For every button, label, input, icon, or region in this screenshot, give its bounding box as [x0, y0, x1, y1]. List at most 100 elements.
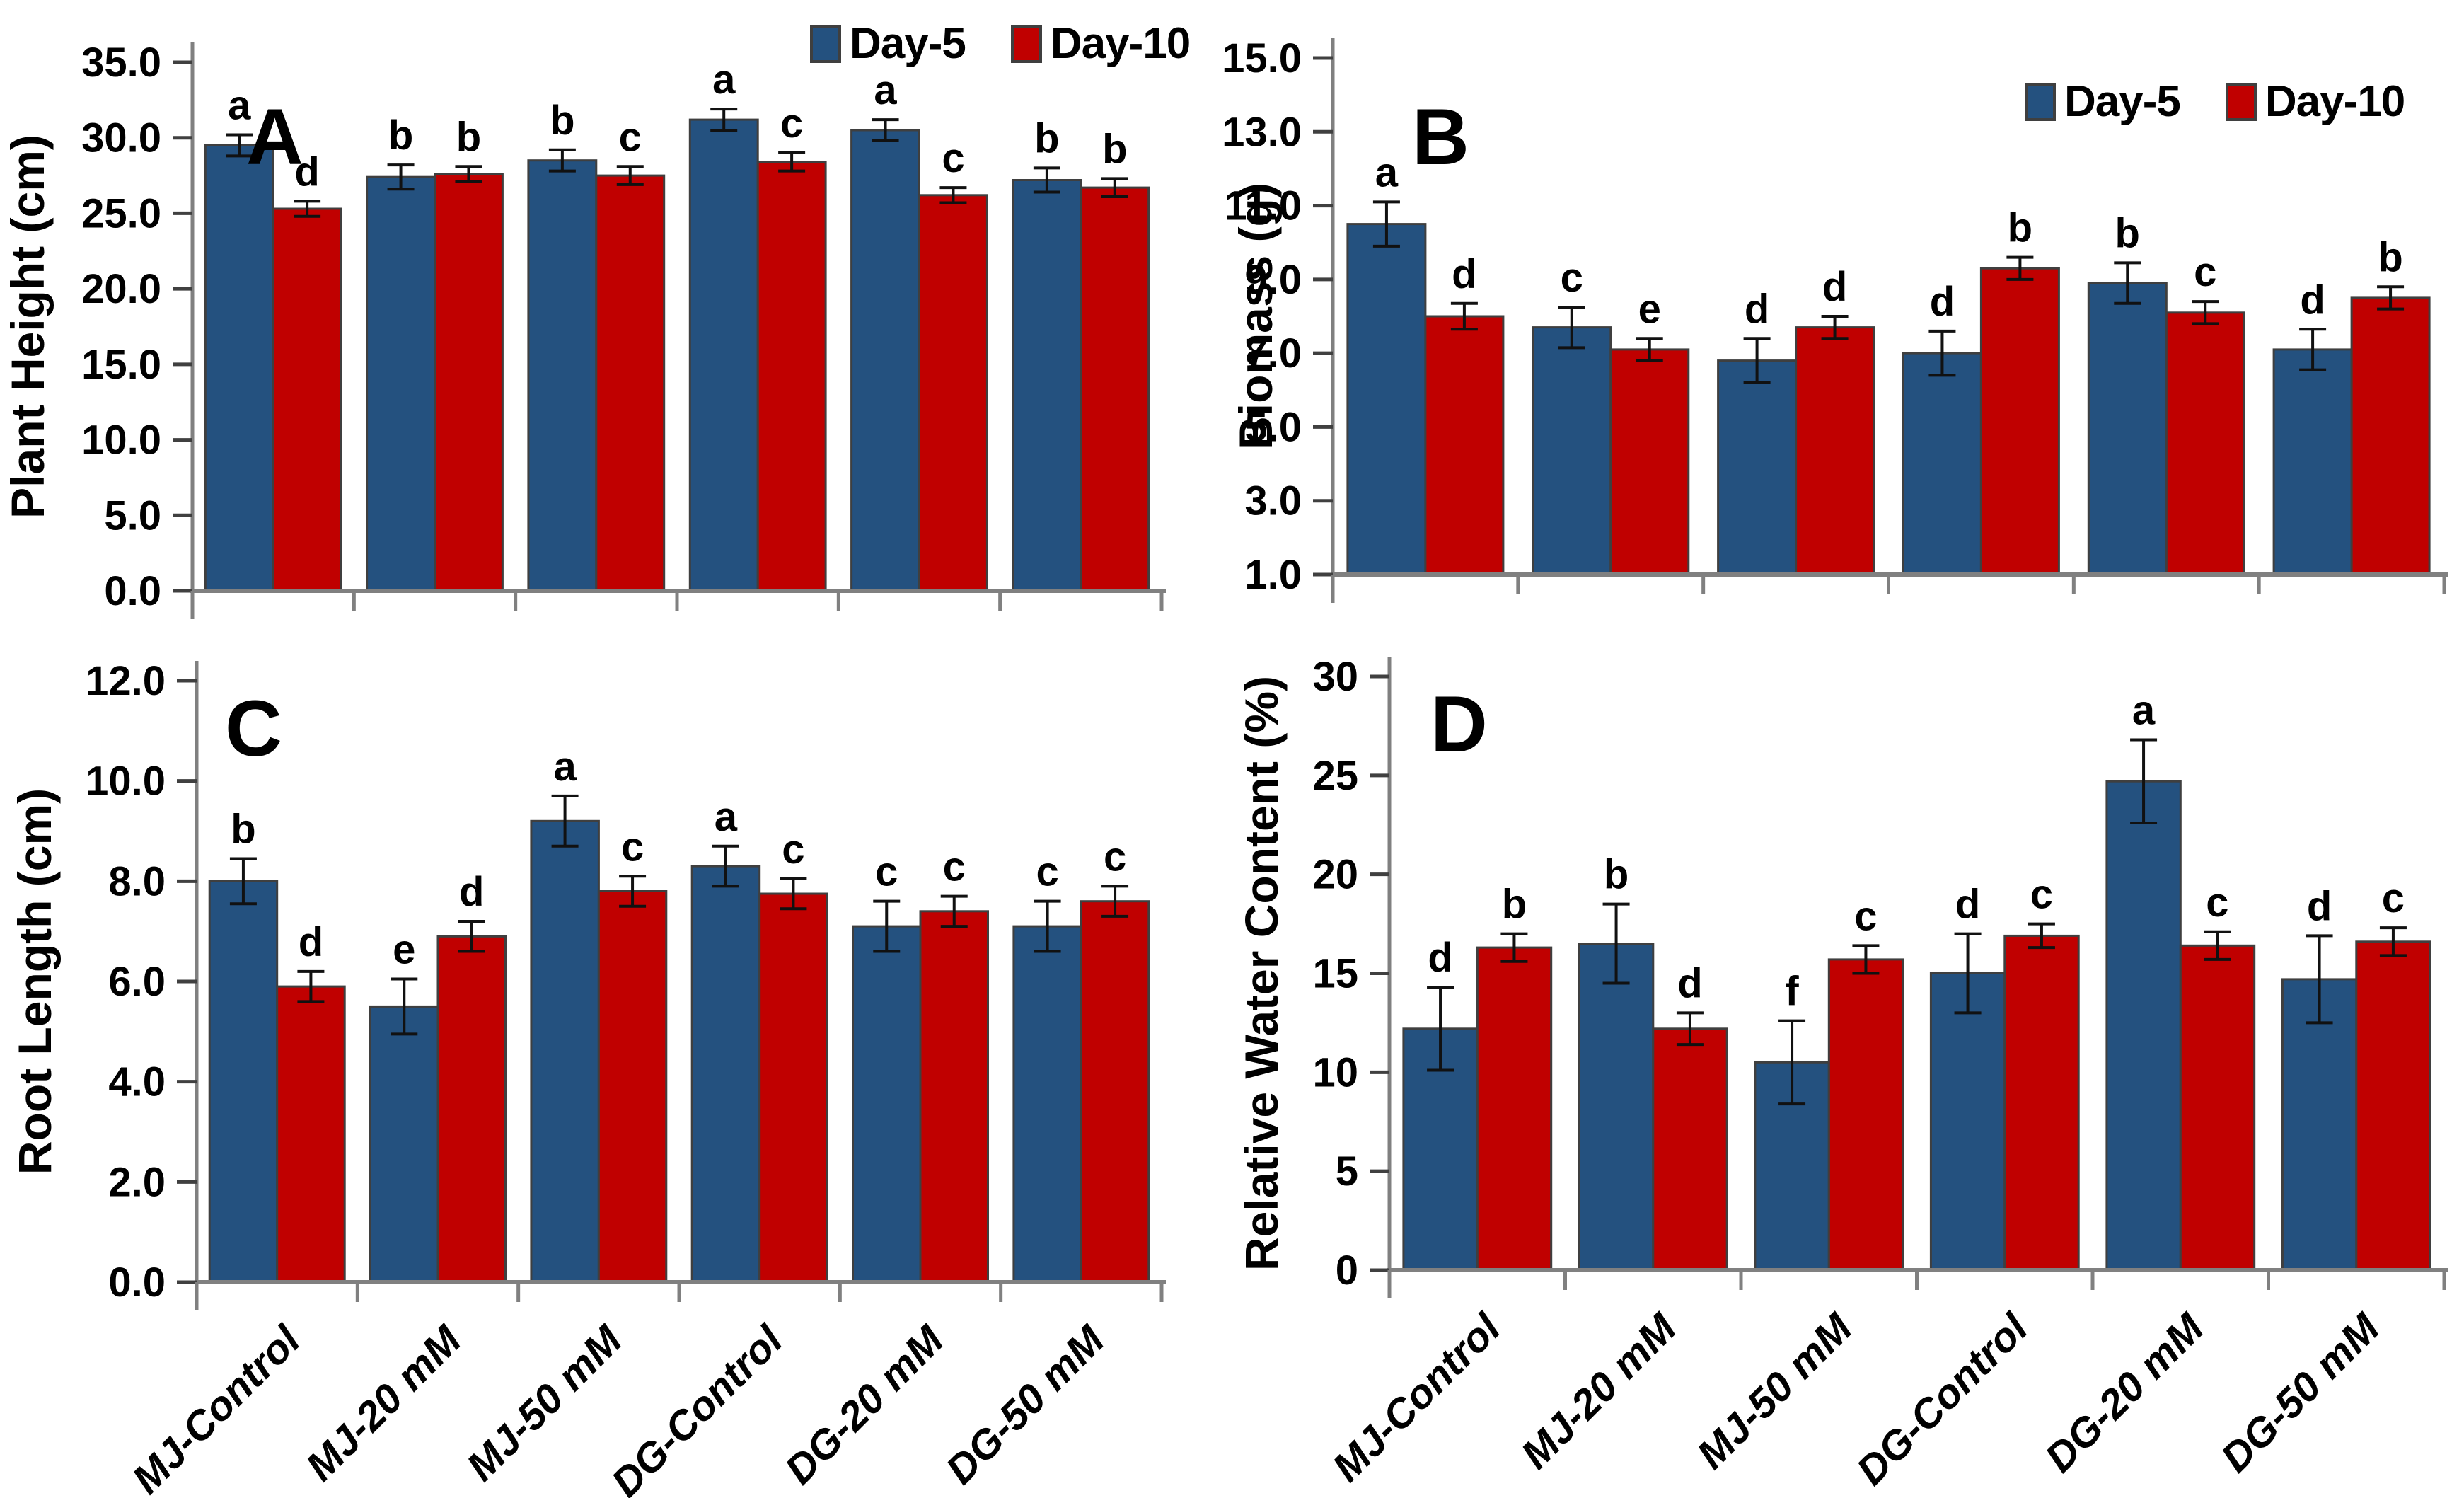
y-tick-label: 25: [1312, 753, 1358, 799]
y-tick-label: 20.0: [81, 266, 161, 312]
bar-day-5-mj-50-mm: [1717, 359, 1798, 576]
y-tick-label: 30: [1312, 654, 1358, 700]
significance-letter: a: [1375, 149, 1399, 195]
day10-swatch-icon: [1010, 24, 1042, 63]
y-tick-label: 5.0: [1244, 404, 1302, 450]
y-tick-label: 12.0: [86, 658, 166, 704]
y-tick-label: 25.0: [81, 190, 161, 236]
x-category-label: DG-Control: [603, 1316, 792, 1498]
bar-day-5-mj-50-mm: [530, 819, 600, 1284]
bar-day-10-dg-20-mm: [2165, 311, 2245, 576]
bar-day-5-dg-control: [690, 865, 761, 1284]
day10-swatch-icon: [2225, 82, 2257, 121]
bar-day-5-dg-control: [1902, 352, 1982, 576]
bar-day-5-mj-20-mm: [1532, 326, 1612, 576]
significance-letter: b: [2115, 210, 2140, 256]
significance-letter: d: [1930, 279, 1955, 325]
bar-day-10-mj-50-mm: [1795, 326, 1875, 576]
y-tick-label: 0.0: [104, 568, 161, 614]
y-tick-label: 20: [1312, 852, 1358, 898]
y-tick-label: 5: [1336, 1148, 1358, 1194]
y-tick-label: 10.0: [86, 759, 166, 805]
bar-day-5-dg-control: [688, 118, 759, 592]
y-axis-title-A: Plant Height (cm): [1, 134, 54, 519]
panel-letter-C: C: [225, 684, 282, 773]
significance-letter: d: [294, 149, 319, 195]
bar-day-10-dg-50-mm: [2350, 296, 2431, 576]
significance-letter: e: [1638, 286, 1661, 332]
significance-letter: c: [1854, 893, 1877, 939]
significance-letter: e: [393, 926, 415, 972]
significance-letter: c: [2382, 875, 2405, 921]
bar-day-10-dg-control: [2003, 934, 2080, 1272]
significance-letter: f: [1785, 969, 1799, 1015]
significance-letter: d: [1677, 960, 1702, 1006]
y-tick-label: 15.0: [81, 342, 161, 388]
significance-letter: c: [619, 114, 642, 160]
x-category-label: MJ-50 mM: [1688, 1304, 1861, 1477]
bar-day-10-mj-20-mm: [1652, 1027, 1728, 1272]
significance-letter: c: [1561, 255, 1583, 301]
bar-day-10-mj-50-mm: [595, 174, 666, 592]
bar-day-10-dg-50-mm: [1080, 900, 1150, 1284]
x-category-label: MJ-20 mM: [1512, 1304, 1686, 1477]
y-tick-label: 15: [1312, 951, 1358, 997]
bar-day-5-dg-20-mm: [850, 129, 920, 592]
bar-day-5-mj-50-mm: [527, 159, 598, 592]
significance-letter: d: [459, 869, 484, 915]
significance-letter: c: [943, 844, 966, 890]
x-category-label: MJ-Control: [1324, 1304, 1510, 1491]
bar-day-10-mj-control: [1476, 946, 1553, 1272]
bar-day-10-mj-20-mm: [436, 935, 507, 1284]
y-axis-title-B: Biomass (g): [1230, 183, 1282, 450]
y-tick-label: 8.0: [108, 858, 166, 904]
y-tick-label: 9.0: [1244, 257, 1302, 303]
bar-day-10-dg-control: [758, 892, 828, 1284]
bar-day-5-dg-20-mm: [2087, 282, 2168, 576]
significance-letter: b: [2378, 234, 2402, 280]
panel-letter-A: A: [246, 93, 303, 181]
significance-letter: b: [550, 98, 574, 144]
significance-letter: a: [2132, 687, 2156, 733]
bar-day-5-mj-20-mm: [1578, 943, 1655, 1272]
significance-letter: b: [1604, 852, 1629, 898]
y-tick-label: 3.0: [1244, 478, 1302, 524]
bar-day-10-mj-control: [272, 207, 342, 592]
panel-letter-D: D: [1430, 680, 1488, 768]
significance-letter: d: [1822, 264, 1847, 310]
significance-letter: c: [782, 826, 804, 872]
y-tick-label: 15.0: [1222, 35, 1302, 81]
bar-day-5-dg-control: [1929, 972, 2006, 1272]
significance-letter: d: [1452, 251, 1476, 297]
significance-letter: a: [874, 67, 897, 113]
bar-day-5-dg-50-mm: [1012, 925, 1082, 1284]
y-tick-label: 11.0: [1224, 183, 1302, 229]
y-tick-label: 10: [1312, 1049, 1358, 1095]
bar-day-5-dg-50-mm: [2281, 978, 2358, 1272]
panel-letter-B: B: [1412, 93, 1469, 181]
bar-day-10-dg-20-mm: [2179, 944, 2256, 1272]
bar-day-5-dg-20-mm: [852, 925, 922, 1284]
bar-day-5-mj-20-mm: [369, 1005, 439, 1284]
significance-letter: d: [1745, 286, 1769, 332]
bar-day-5-mj-20-mm: [366, 175, 436, 592]
significance-letter: b: [1502, 882, 1527, 928]
y-tick-label: 2.0: [108, 1159, 166, 1205]
bar-day-5-dg-50-mm: [2272, 348, 2353, 576]
significance-letter: c: [780, 100, 803, 146]
significance-letter: c: [1036, 849, 1058, 895]
bar-day-10-dg-20-mm: [919, 910, 989, 1284]
bar-day-10-mj-20-mm: [434, 173, 504, 592]
x-category-label: DG-50 mM: [2212, 1304, 2389, 1481]
bar-day-5-mj-control: [1346, 223, 1427, 576]
significance-letter: a: [228, 82, 251, 128]
significance-letter: b: [231, 806, 255, 852]
significance-letter: d: [2300, 277, 2325, 323]
bar-day-10-dg-control: [1979, 267, 2060, 576]
bar-day-5-mj-control: [204, 144, 274, 592]
significance-letter: c: [2194, 249, 2216, 295]
y-axis-title-C: Root Length (cm): [8, 788, 61, 1175]
significance-letter: d: [2307, 883, 2332, 929]
x-category-label: MJ-50 mM: [458, 1316, 631, 1490]
